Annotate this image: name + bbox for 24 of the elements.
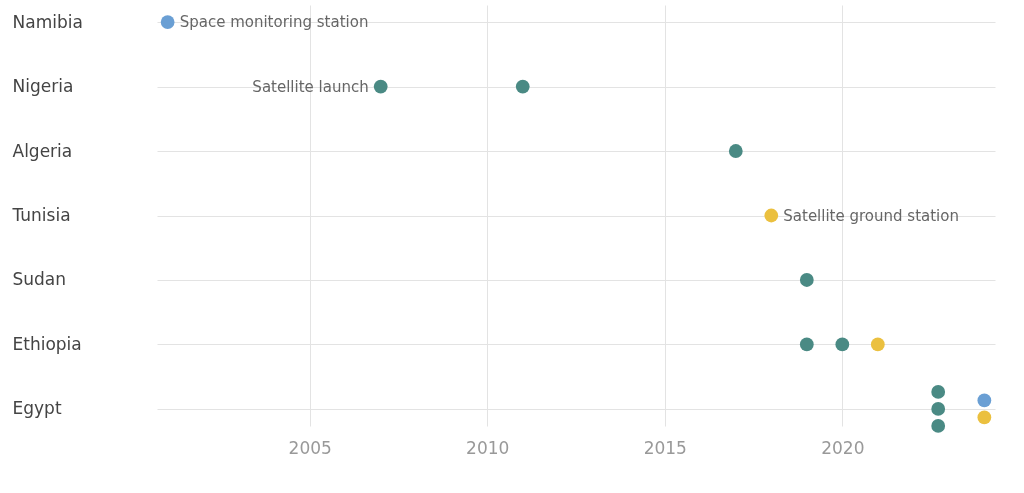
point [870,337,885,352]
series-label: Satellite ground station [783,206,959,225]
y-tick-label: Ethiopia [12,333,82,354]
point [764,208,779,223]
y-tick-label: Egypt [12,398,62,419]
y-tick-label: Algeria [12,140,73,161]
x-tick-label: 2015 [643,437,687,458]
x-tick-label: 2005 [288,437,332,458]
point [835,337,850,352]
point [160,15,175,29]
point [373,79,388,94]
series-label: Space monitoring station [179,13,369,32]
y-tick-label: Namibia [12,11,83,32]
x-tick-label: 2010 [466,437,510,458]
point [799,337,814,352]
x-tick-label: 2020 [821,437,865,458]
y-tick-label: Sudan [12,269,67,290]
y-tick-label: Tunisia [11,205,71,225]
series-label: Satellite launch [252,77,369,96]
point [931,402,946,416]
point [799,273,814,287]
y-tick-label: Nigeria [12,76,74,97]
point [515,79,530,94]
point [728,144,743,158]
